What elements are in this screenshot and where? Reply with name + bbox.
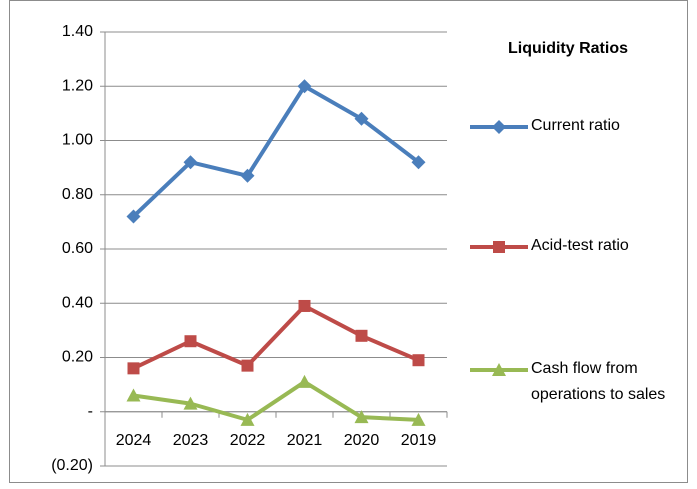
x-tick-label: 2021 <box>287 432 323 449</box>
marker <box>297 374 312 388</box>
marker <box>126 388 141 402</box>
marker <box>240 168 255 183</box>
chart-border <box>9 0 688 483</box>
x-tick-label: 2020 <box>344 432 380 449</box>
y-tick-label: (0.20) <box>51 457 93 474</box>
marker <box>492 363 506 376</box>
y-tick-label: 1.20 <box>62 77 93 94</box>
marker <box>298 299 311 312</box>
series-line <box>132 84 420 218</box>
marker <box>492 120 506 134</box>
marker <box>354 410 369 424</box>
marker <box>183 155 198 170</box>
marker <box>297 79 312 94</box>
y-tick-label: 1.00 <box>62 132 93 149</box>
y-tick-label: 0.20 <box>62 349 93 366</box>
marker <box>126 209 141 224</box>
marker <box>411 412 426 426</box>
marker <box>411 155 426 170</box>
x-tick-label: 2019 <box>401 432 437 449</box>
legend-entry: Cash flow from operations to sales <box>531 360 666 403</box>
y-tick-label: - <box>88 403 93 420</box>
series-line <box>132 303 420 371</box>
marker <box>127 362 140 375</box>
legend-label: Current ratio <box>531 117 620 134</box>
marker <box>240 412 255 426</box>
series-line <box>133 379 419 422</box>
legend-label: Cash flow from operations to sales <box>531 360 666 403</box>
y-tick-label: 0.60 <box>62 240 93 257</box>
marker <box>183 396 198 410</box>
legend-entry: Current ratio <box>531 117 620 134</box>
chart-title: Liquidity Ratios <box>508 40 628 57</box>
y-tick-label: 0.40 <box>62 294 93 311</box>
legend-label: Acid-test ratio <box>531 237 629 254</box>
x-tick-label: 2023 <box>173 432 209 449</box>
y-tick-label: 1.40 <box>62 23 93 40</box>
marker <box>354 111 369 126</box>
legend-entry: Acid-test ratio <box>531 237 629 254</box>
x-tick-label: 2024 <box>116 432 152 449</box>
marker <box>355 329 368 342</box>
marker <box>412 354 425 367</box>
x-tick-label: 2022 <box>230 432 266 449</box>
marker <box>184 335 197 348</box>
marker <box>241 359 254 372</box>
y-tick-label: 0.80 <box>62 186 93 203</box>
marker <box>493 241 505 253</box>
